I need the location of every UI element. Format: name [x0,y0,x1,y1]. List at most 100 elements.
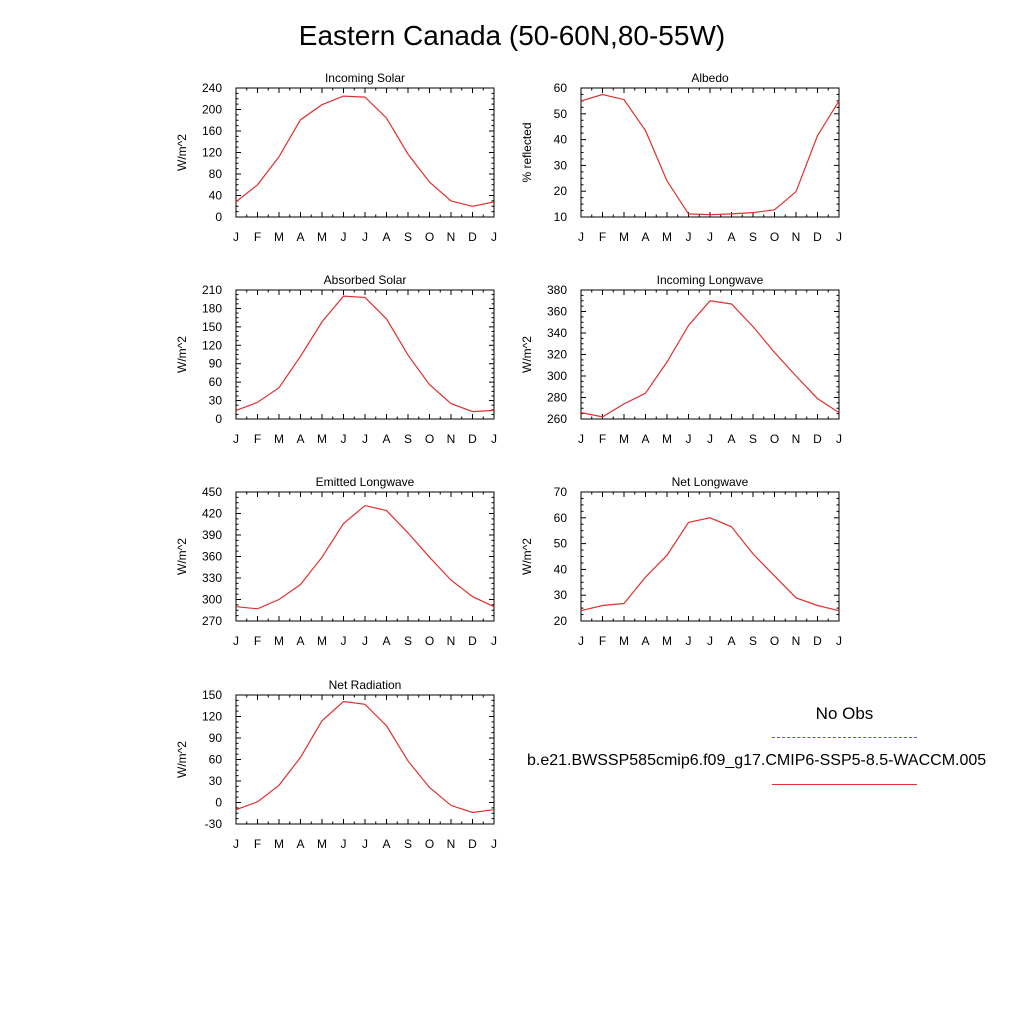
x-tick-label: J [707,634,713,648]
panel-title: Incoming Longwave [657,273,764,287]
y-tick-label: 80 [209,167,223,181]
panel-title: Net Longwave [672,475,749,489]
x-tick-label: J [233,432,239,446]
x-tick-label: J [836,230,842,244]
y-tick-label: 60 [554,81,568,95]
legend-obs-swatch [772,737,917,738]
x-tick-label: M [662,432,672,446]
y-axis-label: W/m^2 [175,336,189,373]
x-tick-label: M [274,837,284,851]
y-tick-label: 120 [202,710,222,724]
y-tick-label: 210 [202,283,222,297]
panel-title: Incoming Solar [325,71,405,85]
y-tick-label: 160 [202,124,222,138]
y-tick-label: 10 [554,210,568,224]
x-tick-label: F [599,634,606,648]
x-tick-label: S [404,837,412,851]
x-tick-label: S [404,432,412,446]
x-tick-label: J [578,634,584,648]
x-tick-label: O [425,634,434,648]
y-tick-label: 150 [202,688,222,702]
x-tick-label: N [792,634,801,648]
x-tick-label: A [641,634,649,648]
plot-frame [235,87,495,218]
x-tick-label: S [749,634,757,648]
x-tick-label: F [254,432,261,446]
x-tick-label: N [792,230,801,244]
y-tick-label: 70 [554,485,568,499]
y-tick-label: 90 [209,357,223,371]
series-line [235,700,495,814]
x-tick-label: J [341,837,347,851]
series-line [580,517,840,612]
plot-frame [580,87,840,218]
x-tick-label: O [425,837,434,851]
y-tick-label: 330 [202,571,222,585]
y-axis-label: W/m^2 [175,741,189,778]
x-tick-label: J [491,230,497,244]
x-tick-label: A [296,432,304,446]
y-tick-label: 360 [547,305,567,319]
y-tick-label: 30 [209,394,223,408]
y-tick-label: 300 [547,369,567,383]
plot-frame [235,289,495,420]
x-tick-label: A [296,634,304,648]
x-tick-label: A [727,634,735,648]
x-tick-label: D [813,432,822,446]
x-tick-label: J [707,230,713,244]
y-axis-label: % reflected [520,122,534,182]
x-tick-label: J [233,634,239,648]
x-tick-label: J [362,230,368,244]
y-tick-label: 390 [202,528,222,542]
y-tick-label: 120 [202,338,222,352]
panel-title: Albedo [691,71,729,85]
x-tick-label: J [686,230,692,244]
plot-frame [580,491,840,622]
x-tick-label: A [382,634,390,648]
x-tick-label: N [447,432,456,446]
x-tick-label: F [254,837,261,851]
x-tick-label: J [362,432,368,446]
y-tick-label: 40 [554,133,568,147]
x-tick-label: D [468,837,477,851]
x-tick-label: N [447,837,456,851]
x-tick-label: D [468,230,477,244]
y-tick-label: 30 [554,158,568,172]
y-axis-label: W/m^2 [520,538,534,575]
x-tick-label: M [662,230,672,244]
x-tick-label: J [491,432,497,446]
x-tick-label: A [296,837,304,851]
x-tick-label: J [836,432,842,446]
x-tick-label: M [317,230,327,244]
y-axis-label: W/m^2 [175,538,189,575]
y-tick-label: 30 [209,774,223,788]
x-tick-label: A [382,837,390,851]
x-tick-label: J [578,432,584,446]
y-axis-label: W/m^2 [175,134,189,171]
legend-model-label: b.e21.BWSSP585cmip6.f09_g17.CMIP6-SSP5-8… [527,752,987,769]
y-tick-label: 40 [554,562,568,576]
x-tick-label: A [382,230,390,244]
x-tick-label: F [254,634,261,648]
y-tick-label: 200 [202,103,222,117]
y-tick-label: 0 [215,412,222,426]
x-tick-label: N [792,432,801,446]
x-tick-label: A [382,432,390,446]
panel-title: Net Radiation [329,678,402,692]
y-tick-label: 420 [202,507,222,521]
y-tick-label: 280 [547,391,567,405]
x-tick-label: M [662,634,672,648]
y-tick-label: 90 [209,731,223,745]
y-tick-label: 450 [202,485,222,499]
x-tick-label: M [317,837,327,851]
legend-model-swatch [772,784,917,785]
y-tick-label: 150 [202,320,222,334]
series-line [235,295,495,413]
page-title: Eastern Canada (50-60N,80-55W) [298,20,726,51]
